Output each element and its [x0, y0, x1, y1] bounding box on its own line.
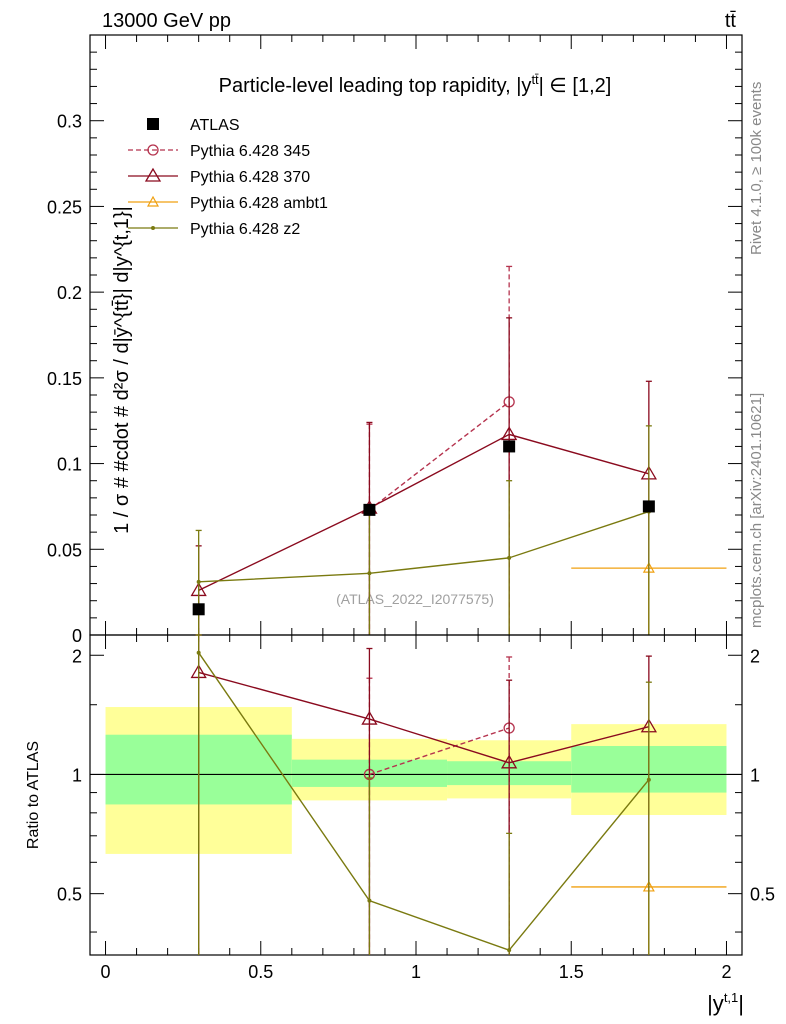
ratio-y-tick-label-right: 1	[750, 765, 760, 785]
x-tick-label: 1	[411, 962, 421, 982]
legend-label: Pythia 6.428 z2	[190, 221, 300, 238]
ratio-y-tick-label: 1	[72, 765, 82, 785]
x-tick-label: 0	[101, 962, 111, 982]
y-tick-label: 0.1	[57, 455, 82, 475]
y-tick-label: 0.3	[57, 112, 82, 132]
x-axis-label-sup: t,1	[724, 990, 738, 1005]
x-tick-label: 0.5	[248, 962, 273, 982]
x-tick-label: 1.5	[559, 962, 584, 982]
side-label-top: Rivet 4.1.0, ≥ 100k events	[748, 82, 765, 255]
watermark: (ATLAS_2022_I2077575)	[336, 591, 494, 607]
chart-title-tail: | ∈ [1,2]	[539, 75, 612, 97]
ratio-pythia-6-428-z2-marker	[196, 650, 201, 655]
series-atlas-marker	[503, 440, 516, 453]
y-tick-label: 0.15	[47, 369, 82, 389]
ratio-panel: Ratio to ATLAS 0 0.5 1 1.5 2 0.5 0.5 1 1 2 2	[25, 634, 775, 982]
ratio-pythia-6-428-z2-marker	[507, 948, 512, 953]
ratio-y-tick-label: 0.5	[57, 885, 82, 905]
main-frame	[89, 34, 743, 636]
x-axis-label-tail: |	[738, 991, 744, 1016]
legend-label: Pythia 6.428 370	[190, 169, 310, 186]
ratio-y-tick-label-right: 2	[750, 646, 760, 666]
y-tick-label: 0.2	[57, 283, 82, 303]
ratio-pythia-6-428-370-marker	[501, 754, 518, 769]
legend-label: Pythia 6.428 345	[190, 143, 310, 160]
x-axis-label: |yt,1|	[707, 990, 744, 1016]
ratio-pythia-6-428-z2-marker	[646, 777, 651, 782]
ratio-pythia-6-428-345-line	[369, 727, 510, 776]
y-tick-label: 0.25	[47, 197, 82, 217]
legend-marker	[151, 226, 155, 230]
main-panel: 1 / σ # #cdot # d²σ / d|ȳ^{tt̄}| d|y^{t…	[47, 34, 743, 646]
ratio-pythia-6-428-z2-line	[198, 652, 650, 951]
energy-label: 13000 GeV pp	[102, 10, 231, 32]
legend-marker	[147, 144, 159, 156]
series-pythia-6-428-z2-marker	[196, 579, 201, 584]
chart-title-text: Particle-level leading top rapidity, |y	[219, 75, 532, 97]
legend-label: Pythia 6.428 ambt1	[190, 195, 328, 212]
series-atlas-marker	[192, 603, 205, 616]
series-atlas-marker	[363, 503, 376, 516]
series-pythia-6-428-370-line	[198, 433, 650, 592]
ratio-y-tick-label-right: 0.5	[750, 885, 775, 905]
ratio-y-tick-label: 2	[72, 646, 82, 666]
process-label: tt̄	[725, 10, 737, 32]
series-pythia-6-428-z2-marker	[507, 555, 512, 560]
series-atlas-marker	[642, 500, 655, 513]
y-tick-label: 0	[72, 626, 82, 646]
ratio-pythia-6-428-370-marker	[361, 710, 378, 725]
legend-marker	[144, 167, 162, 182]
series-pythia-6-428-345-line	[369, 401, 510, 511]
legend: ATLAS Pythia 6.428 345 Pythia 6.428 370 Pyt…	[128, 117, 328, 238]
legend-marker	[146, 195, 160, 207]
y-axis-label: 1 / σ # #cdot # d²σ / d|ȳ^{tt̄}| d|y^{t…	[111, 206, 133, 534]
ratio-pythia-6-428-370-line	[198, 671, 650, 764]
series-pythia-6-428-z2-marker	[367, 571, 372, 576]
chart-title: Particle-level leading top rapidity, |yt…	[219, 72, 612, 97]
legend-marker	[147, 118, 159, 130]
legend-label: ATLAS	[190, 117, 240, 134]
series-pythia-6-428-370-marker	[501, 426, 518, 441]
chart-title-sup: tt̄	[531, 72, 539, 87]
series-pythia-6-428-z2-line	[198, 510, 650, 583]
x-tick-label: 2	[721, 962, 731, 982]
side-label-bottom: mcplots.cern.ch [arXiv:2401.10621]	[748, 393, 765, 628]
ratio-pythia-6-428-z2-marker	[367, 898, 372, 903]
ratio-y-label: Ratio to ATLAS	[25, 741, 42, 849]
y-tick-label: 0.05	[47, 540, 82, 560]
x-axis-label-text: |y	[707, 991, 724, 1016]
